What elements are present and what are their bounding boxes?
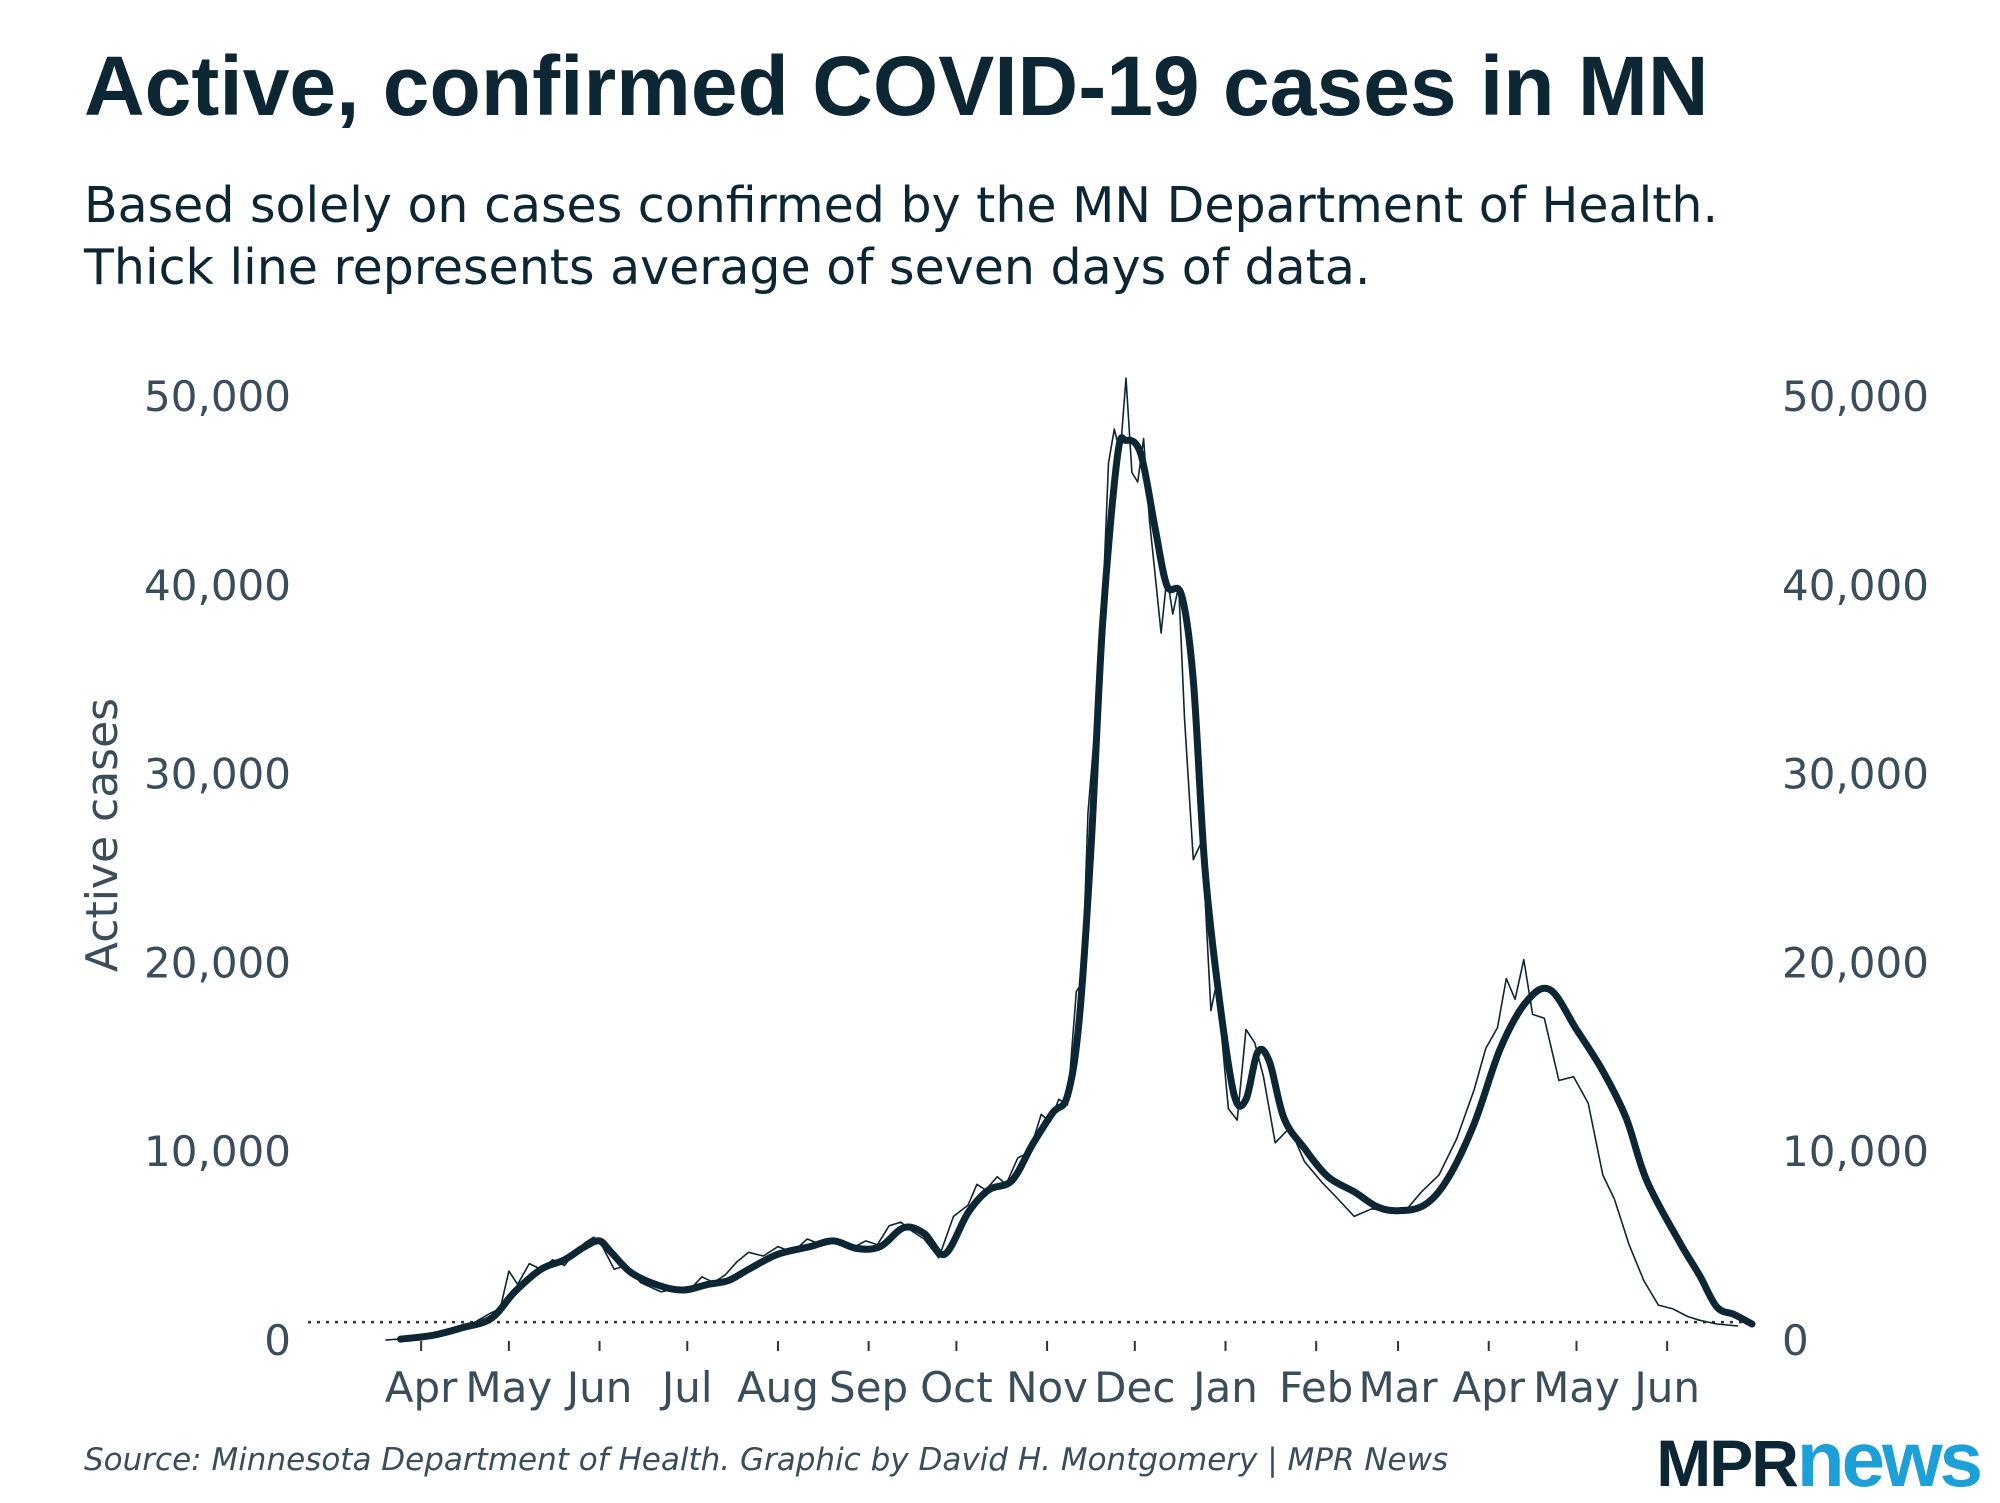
y-tick-right-label: 20,000	[1782, 938, 1929, 987]
chart-subtitle: Based solely on cases confirmed by the M…	[84, 175, 1934, 299]
y-tick-left-label: 50,000	[144, 372, 291, 421]
x-tick-label: Jun	[1631, 1363, 1700, 1412]
y-axis-label: Active cases	[77, 698, 128, 972]
logo-mpr: MPR	[1656, 1426, 1799, 1500]
x-tick-label: Jan	[1190, 1363, 1258, 1412]
x-tick-label: Jul	[659, 1363, 713, 1412]
x-tick-label: May	[1533, 1363, 1620, 1412]
x-tick-label: Oct	[920, 1363, 993, 1412]
y-tick-left-label: 0	[264, 1316, 291, 1365]
x-tick-label: Mar	[1358, 1363, 1438, 1412]
source-note: Source: Minnesota Department of Health. …	[84, 1442, 1449, 1478]
y-tick-left-label: 20,000	[144, 938, 291, 987]
y-tick-left-label: 40,000	[144, 561, 291, 610]
y-tick-right-label: 10,000	[1782, 1127, 1929, 1176]
x-tick-label: Apr	[385, 1363, 458, 1412]
y-tick-left-label: 10,000	[144, 1127, 291, 1176]
y-axis-right: 0 10,000 20,000 30,000 40,000 50,000	[1782, 372, 1929, 1365]
y-tick-right-label: 30,000	[1782, 750, 1929, 799]
x-tick-label: Dec	[1094, 1363, 1175, 1412]
y-tick-right-label: 50,000	[1782, 372, 1929, 421]
logo-news: news	[1796, 1415, 1983, 1503]
x-tick-label: Jun	[564, 1363, 633, 1412]
subtitle-line-1: Based solely on cases confirmed by the M…	[84, 177, 1719, 234]
series-line-seven-day-average	[397, 434, 1756, 1343]
x-tick-label: May	[465, 1363, 552, 1412]
y-tick-left-label: 30,000	[144, 750, 291, 799]
y-axis-left: 0 10,000 20,000 30,000 40,000 50,000	[144, 372, 291, 1365]
series-layer	[385, 377, 1756, 1343]
x-axis: Apr May Jun Jul Aug Sep Oct Nov Dec Jan Feb Mar Apr M…	[385, 1341, 1700, 1412]
y-tick-right-label: 0	[1782, 1316, 1809, 1365]
x-tick-label: Nov	[1006, 1363, 1088, 1412]
subtitle-line-2: Thick line represents average of seven d…	[84, 239, 1371, 296]
mpr-news-logo: MPRnews	[1656, 1420, 1983, 1500]
y-tick-right-label: 40,000	[1782, 561, 1929, 610]
x-tick-label: Aug	[737, 1363, 819, 1412]
x-tick-label: Sep	[829, 1363, 908, 1412]
chart-title: Active, confirmed COVID-19 cases in MN	[84, 39, 1709, 133]
x-tick-label: Apr	[1452, 1363, 1525, 1412]
series-line-daily	[385, 377, 1739, 1341]
x-tick-label: Feb	[1279, 1363, 1353, 1412]
